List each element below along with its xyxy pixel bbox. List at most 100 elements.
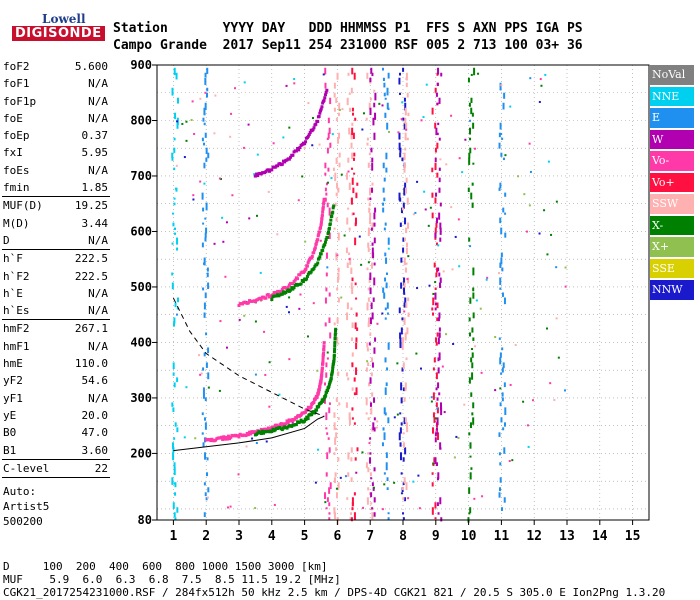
interference-dot [404, 497, 407, 502]
interference-dot [326, 357, 329, 360]
trace-point-s1 [306, 417, 310, 421]
interference-dot [367, 287, 370, 291]
interference-dot [402, 487, 405, 491]
noise-dot [173, 482, 176, 485]
trace-point-s3 [321, 248, 325, 252]
interference-dot [205, 157, 208, 162]
interference-dot [469, 297, 472, 304]
interference-dot [171, 87, 174, 96]
interference-dot [174, 517, 177, 520]
legend-item-noval: NoVal [650, 65, 694, 85]
trace-point-s3 [280, 292, 284, 296]
interference-dot [403, 97, 406, 102]
interference-dot [336, 182, 339, 189]
interference-dot [205, 472, 208, 477]
trace-point-s1 [329, 376, 333, 380]
interference-dot [207, 347, 210, 354]
trace-point-s2 [320, 213, 324, 217]
interference-dot [351, 407, 354, 411]
trace-point-s3 [332, 204, 336, 208]
noise-dot [224, 275, 227, 278]
noise-dot [381, 312, 384, 315]
interference-dot [403, 282, 406, 288]
noise-dot [219, 178, 222, 181]
interference-dot [405, 482, 408, 491]
interference-dot [405, 177, 408, 183]
trace-point-s0 [226, 434, 230, 438]
noise-dot [563, 389, 566, 392]
interference-dot [405, 82, 408, 88]
interference-dot [503, 92, 506, 99]
interference-dot [469, 442, 472, 449]
interference-dot [406, 327, 409, 335]
noise-dot [397, 131, 400, 134]
legend-item-x: X- [650, 215, 694, 235]
trace-point-s4 [255, 172, 259, 176]
interference-dot [366, 347, 369, 352]
interference-dot [504, 212, 507, 215]
trace-point-s1 [331, 366, 335, 370]
interference-dot [432, 297, 435, 306]
interference-dot [328, 502, 331, 507]
noise-dot [470, 73, 473, 76]
interference-dot [436, 317, 439, 322]
param-value: 222.5 [74, 269, 108, 283]
trace-point-s4 [324, 90, 328, 94]
x-tick-label: 7 [366, 529, 374, 544]
interference-dot [371, 507, 374, 510]
interference-dot [373, 347, 376, 354]
trace-point-s2 [259, 297, 263, 301]
interference-dot [204, 292, 207, 299]
interference-dot [373, 467, 376, 472]
interference-dot [373, 132, 376, 140]
noise-dot [225, 221, 228, 224]
x-tick-label: 1 [169, 529, 177, 544]
interference-dot [173, 437, 176, 440]
interference-dot [346, 312, 349, 321]
interference-dot [472, 337, 475, 341]
trace-point-s3 [290, 286, 294, 290]
interference-dot [385, 152, 388, 160]
interference-dot [346, 302, 349, 310]
interference-dot [405, 262, 408, 265]
interference-dot [348, 252, 351, 256]
interference-dot [371, 392, 374, 397]
interference-dot [386, 87, 389, 96]
noise-dot [474, 345, 477, 348]
trace-point-s0 [320, 371, 324, 375]
interference-dot [431, 107, 434, 115]
interference-dot [335, 432, 338, 439]
interference-dot [202, 367, 205, 371]
trace-point-s4 [291, 153, 295, 157]
trace-point-s3 [326, 230, 330, 234]
interference-dot [470, 97, 473, 103]
trace-point-s3 [301, 280, 305, 284]
interference-dot [204, 452, 207, 460]
interference-dot [368, 152, 371, 156]
trace-point-s4 [308, 130, 312, 134]
interference-dot [407, 222, 410, 229]
interference-dot [325, 412, 328, 421]
noise-dot [263, 330, 266, 333]
interference-dot [351, 507, 354, 511]
interference-dot [345, 172, 348, 180]
interference-dot [402, 202, 405, 209]
interference-dot [504, 232, 507, 238]
interference-dot [367, 322, 370, 328]
interference-dot [202, 392, 205, 399]
noise-dot [276, 233, 279, 236]
interference-dot [403, 287, 406, 293]
parameter-panel: foF2 5.600 foF1 N/A foF1p N/A foE N/A foEp 0.37 fx… [0, 58, 112, 479]
trace-point-s4 [323, 93, 327, 97]
noise-dot [509, 383, 512, 386]
noise-dot [338, 108, 341, 111]
param-key: foEs [3, 163, 30, 177]
trace-point-s0 [237, 435, 241, 439]
trace-point-s2 [306, 261, 310, 265]
interference-dot [468, 237, 471, 242]
interference-dot [333, 92, 336, 98]
interference-dot [500, 252, 503, 258]
trace-point-s3 [315, 263, 319, 267]
trace-point-s0 [225, 437, 229, 441]
noise-dot [458, 265, 461, 268]
